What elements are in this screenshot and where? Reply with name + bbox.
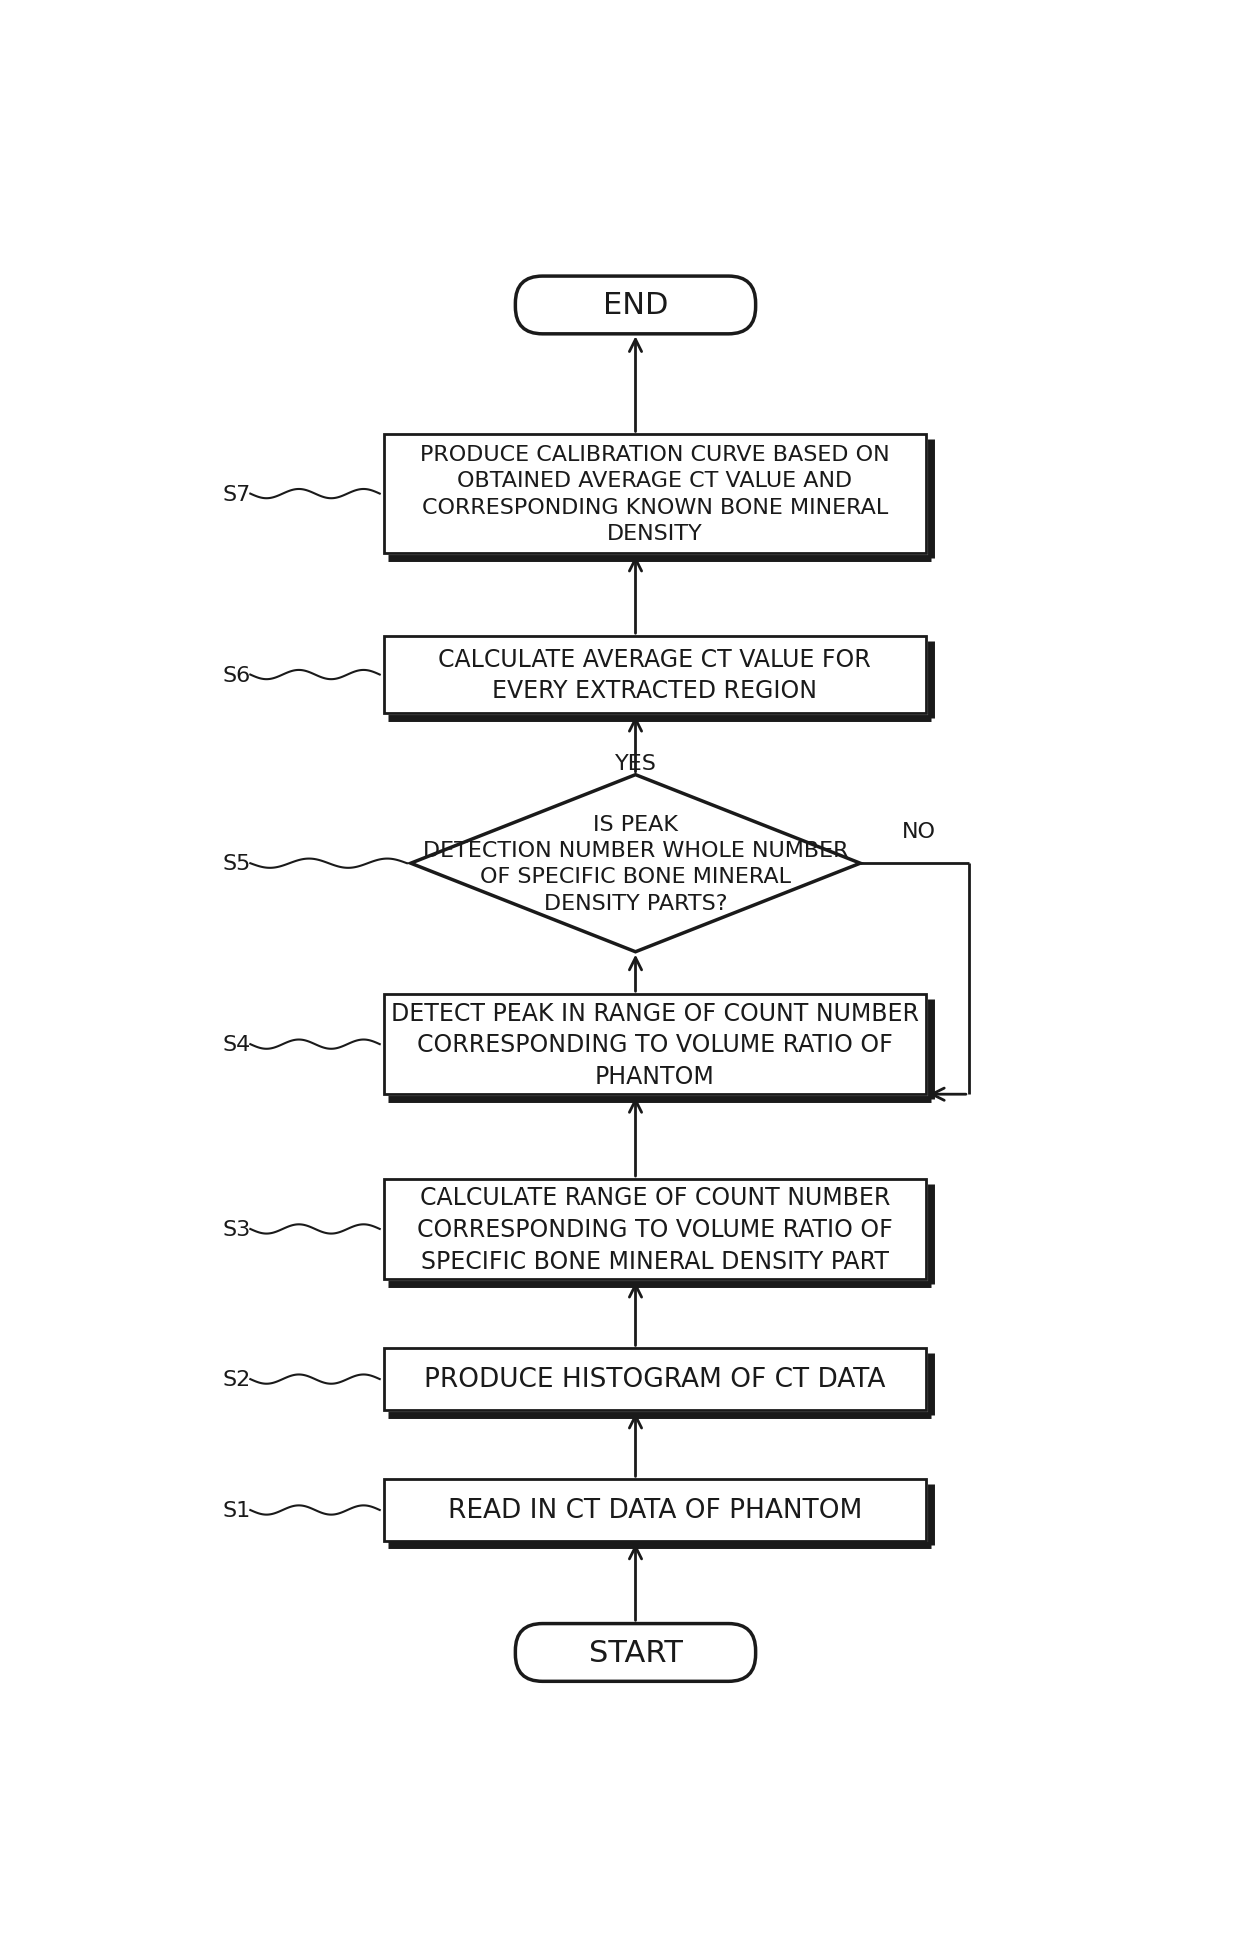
Bar	[383, 1179, 926, 1280]
Text: S4: S4	[222, 1035, 250, 1055]
Text: IS PEAK
DETECTION NUMBER WHOLE NUMBER
OF SPECIFIC BONE MINERAL
DENSITY PARTS?: IS PEAK DETECTION NUMBER WHOLE NUMBER OF…	[423, 814, 848, 913]
Text: YES: YES	[615, 754, 656, 774]
Bar	[383, 1350, 926, 1410]
Bar	[383, 1479, 926, 1542]
Text: CALCULATE RANGE OF COUNT NUMBER
CORRESPONDING TO VOLUME RATIO OF
SPECIFIC BONE M: CALCULATE RANGE OF COUNT NUMBER CORRESPO…	[417, 1187, 893, 1272]
Text: S3: S3	[222, 1220, 250, 1239]
Text: S1: S1	[222, 1501, 250, 1520]
FancyBboxPatch shape	[516, 1623, 755, 1681]
Bar	[383, 434, 926, 555]
Text: READ IN CT DATA OF PHANTOM: READ IN CT DATA OF PHANTOM	[448, 1497, 862, 1524]
Text: S5: S5	[222, 853, 250, 874]
Text: CALCULATE AVERAGE CT VALUE FOR
EVERY EXTRACTED REGION: CALCULATE AVERAGE CT VALUE FOR EVERY EXT…	[439, 648, 872, 704]
FancyBboxPatch shape	[516, 277, 755, 335]
Text: START: START	[589, 1638, 682, 1668]
Bar	[383, 995, 926, 1096]
Text: DETECT PEAK IN RANGE OF COUNT NUMBER
CORRESPONDING TO VOLUME RATIO OF
PHANTOM: DETECT PEAK IN RANGE OF COUNT NUMBER COR…	[391, 1001, 919, 1088]
Text: S7: S7	[222, 485, 250, 504]
Polygon shape	[410, 776, 861, 952]
Text: S6: S6	[222, 665, 250, 684]
Text: END: END	[603, 291, 668, 320]
Text: PRODUCE HISTOGRAM OF CT DATA: PRODUCE HISTOGRAM OF CT DATA	[424, 1367, 885, 1392]
Bar	[383, 636, 926, 714]
Text: PRODUCE CALIBRATION CURVE BASED ON
OBTAINED AVERAGE CT VALUE AND
CORRESPONDING K: PRODUCE CALIBRATION CURVE BASED ON OBTAI…	[420, 444, 889, 545]
Text: S2: S2	[222, 1369, 250, 1390]
Text: NO: NO	[901, 822, 935, 842]
